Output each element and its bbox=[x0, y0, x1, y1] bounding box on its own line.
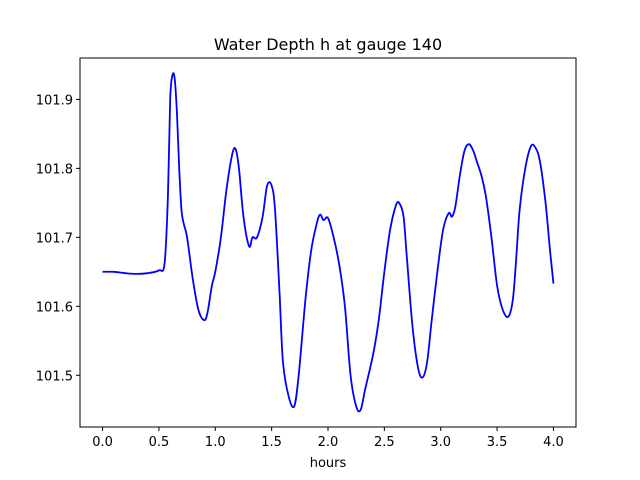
x-tick-label: 0.5 bbox=[149, 435, 170, 450]
x-tick-label: 0.0 bbox=[92, 435, 113, 450]
x-tick-label: 3.0 bbox=[430, 435, 451, 450]
y-tick-label: 101.8 bbox=[36, 162, 73, 177]
y-axis: 101.5 101.6 101.7 101.8 101.9 bbox=[36, 93, 80, 384]
x-axis: 0.0 0.5 1.0 1.5 2.0 2.5 3.0 3.5 4.0 bbox=[92, 427, 564, 450]
x-tick-label: 2.5 bbox=[374, 435, 395, 450]
x-tick-label: 2.0 bbox=[318, 435, 339, 450]
x-tick-label: 4.0 bbox=[543, 435, 564, 450]
series-line bbox=[102, 72, 555, 413]
y-tick-label: 101.5 bbox=[36, 369, 73, 384]
plot-area bbox=[102, 72, 555, 413]
x-tick-label: 1.0 bbox=[205, 435, 226, 450]
chart-title: Water Depth h at gauge 140 bbox=[214, 35, 442, 54]
x-tick-label: 1.5 bbox=[261, 435, 282, 450]
x-tick-label: 3.5 bbox=[487, 435, 508, 450]
y-tick-label: 101.9 bbox=[36, 93, 73, 108]
y-tick-label: 101.7 bbox=[36, 231, 73, 246]
y-tick-label: 101.6 bbox=[36, 300, 73, 315]
plot-frame bbox=[79, 57, 577, 428]
x-axis-label: hours bbox=[310, 456, 347, 471]
